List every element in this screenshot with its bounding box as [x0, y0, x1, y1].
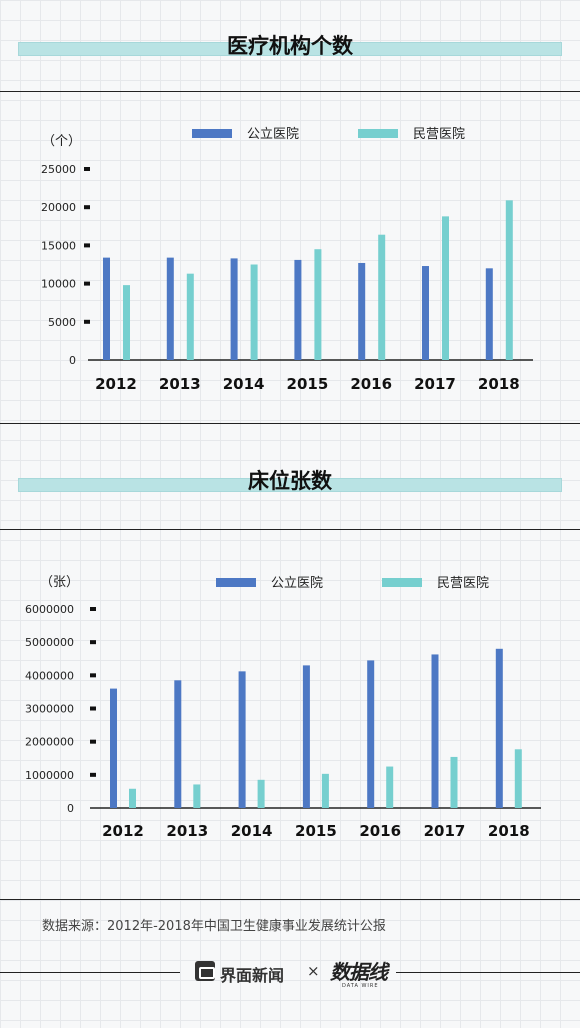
beds-bar-chart: （张） 公立医院 民营医院 6000000 5000000 4000000 3000000 2… [25, 575, 541, 840]
bar-private-2013 [186, 273, 194, 360]
chart-panel-institutions [0, 91, 580, 424]
legend-swatch-public [216, 578, 256, 587]
footer-divider-left [0, 972, 180, 973]
footer-divider-right [396, 972, 580, 973]
y-tick-mark [84, 243, 90, 248]
x-tick-label: 2015 [295, 822, 337, 840]
bar-public-2014 [238, 671, 246, 808]
bar-public-2012 [110, 688, 117, 808]
y-tick-mark [90, 673, 96, 678]
bar-public-2014 [230, 258, 238, 360]
x-tick-label: 2013 [159, 375, 201, 393]
institutions-bar-chart: （个） 公立医院 民营医院 25000 20000 15000 10000 5000 0 2012… [41, 127, 533, 393]
legend-label-public: 公立医院 [271, 576, 323, 591]
bar-private-2016 [378, 234, 386, 360]
y-tick-label: 3000000 [25, 703, 74, 716]
y-tick-mark [84, 167, 90, 171]
y-tick-mark [90, 772, 96, 777]
x-tick-label: 2016 [359, 822, 401, 840]
data-source-note: 数据来源：2012年-2018年中国卫生健康事业发展统计公报 [42, 919, 386, 934]
y-tick-mark [90, 739, 96, 744]
y-tick-label: 20000 [41, 201, 76, 214]
title-highlight-bar [18, 42, 562, 56]
x-tick-label: 2012 [102, 822, 144, 840]
bar-public-2015 [302, 665, 310, 808]
bar-private-2013 [193, 784, 201, 808]
legend-label-private: 民营医院 [437, 576, 489, 591]
bar-public-2015 [294, 259, 302, 360]
y-tick-mark [90, 640, 96, 645]
y-tick-label: 4000000 [25, 669, 74, 682]
y-tick-label: 5000 [48, 316, 76, 329]
y-tick-mark [90, 706, 96, 711]
chart-title-beds: 床位张数 [248, 469, 332, 493]
title-highlight-bar [18, 478, 562, 492]
y-unit-label: （个） [42, 134, 81, 149]
bar-private-2017 [450, 756, 458, 808]
bar-public-2012 [103, 257, 110, 360]
y-tick-mark [84, 281, 90, 286]
legend-label-public: 公立医院 [247, 127, 299, 142]
bar-private-2018 [505, 200, 513, 360]
legend-swatch-public [192, 129, 232, 138]
y-tick-mark [84, 205, 90, 210]
y-tick-mark [90, 607, 96, 611]
collab-times: × [307, 962, 320, 980]
y-unit-label: （张） [40, 575, 79, 590]
partner-logo-sub: DATA WIRE [342, 983, 379, 989]
bar-private-2014 [257, 779, 265, 808]
bar-public-2017 [422, 266, 429, 360]
y-tick-label: 5000000 [25, 636, 74, 649]
legend-label-private: 民营医院 [413, 127, 465, 142]
bar-private-2015 [321, 773, 329, 808]
x-tick-label: 2016 [350, 375, 392, 393]
bar-private-2018 [514, 749, 522, 808]
bar-private-2015 [314, 249, 322, 360]
y-tick-label: 6000000 [25, 603, 74, 616]
bar-private-2014 [250, 264, 258, 360]
bar-public-2018 [485, 268, 493, 360]
bar-public-2013 [166, 257, 174, 360]
x-tick-label: 2018 [478, 375, 520, 393]
partner-logo: 数据线 [330, 960, 388, 984]
bar-private-2017 [442, 216, 449, 360]
legend-swatch-private [382, 578, 422, 587]
chart-title-institutions: 医疗机构个数 [227, 34, 353, 58]
y-tick-label: 15000 [41, 239, 76, 252]
y-tick-mark [84, 319, 90, 324]
x-tick-label: 2017 [424, 822, 466, 840]
bar-private-2012 [129, 788, 136, 808]
x-tick-label: 2013 [166, 822, 208, 840]
x-tick-label: 2017 [414, 375, 456, 393]
x-tick-label: 2014 [231, 822, 273, 840]
chart-panel-beds [0, 529, 580, 900]
y-tick-label: 1000000 [25, 769, 74, 782]
y-tick-label: 0 [67, 802, 74, 815]
y-tick-label: 10000 [41, 278, 76, 291]
x-tick-label: 2015 [287, 375, 329, 393]
legend-swatch-private [358, 129, 398, 138]
bar-public-2013 [174, 680, 182, 808]
bar-private-2016 [386, 766, 394, 808]
jiemian-logo-icon [195, 961, 215, 981]
bar-public-2016 [367, 660, 375, 808]
x-tick-label: 2014 [223, 375, 265, 393]
bar-public-2017 [431, 654, 439, 808]
x-tick-label: 2012 [95, 375, 137, 393]
bar-private-2012 [123, 285, 130, 360]
y-tick-label: 25000 [41, 163, 76, 176]
y-tick-label: 2000000 [25, 736, 74, 749]
y-tick-label: 0 [69, 354, 76, 367]
brand-name: 界面新闻 [220, 966, 285, 985]
bar-public-2016 [358, 262, 366, 360]
x-tick-label: 2018 [488, 822, 530, 840]
bar-public-2018 [495, 648, 503, 808]
